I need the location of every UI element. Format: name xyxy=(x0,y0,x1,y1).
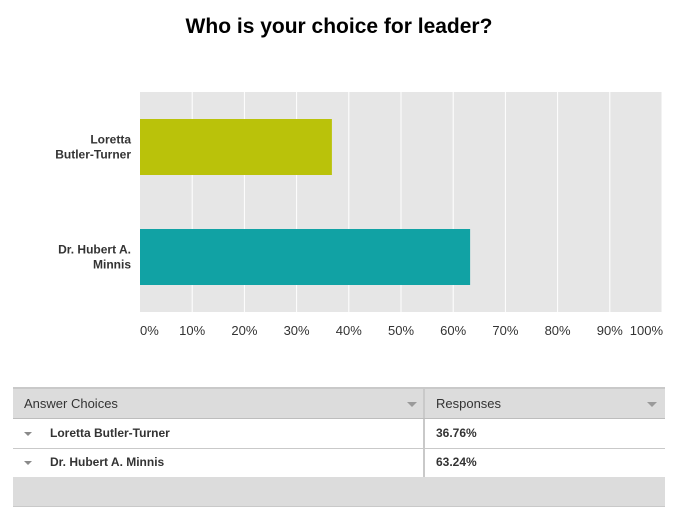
expand-caret-icon[interactable] xyxy=(24,432,32,436)
x-tick-label: 100% xyxy=(630,323,664,338)
column-header-responses[interactable]: Responses xyxy=(425,389,665,418)
answer-choice-label: Loretta Butler-Turner xyxy=(50,426,170,440)
table-row: Loretta Butler-Turner 36.76% xyxy=(13,419,665,449)
category-label: Dr. Hubert A. Minnis xyxy=(58,243,131,272)
table-footer xyxy=(13,477,665,507)
x-tick-label: 30% xyxy=(284,323,310,338)
x-tick-label: 90% xyxy=(597,323,623,338)
chart-title: Who is your choice for leader? xyxy=(185,15,493,38)
table-row: Dr. Hubert A. Minnis 63.24% xyxy=(13,448,665,478)
x-tick-label: 20% xyxy=(231,323,257,338)
answer-choice-cell: Dr. Hubert A. Minnis xyxy=(13,448,425,477)
bar-chart: 0% 10% 20% 30% 40% 50% 60% 70% 80% 90% 100% Loretta… xyxy=(55,92,664,338)
column-header-answer-choices-label: Answer Choices xyxy=(24,396,118,411)
x-tick-label: 10% xyxy=(179,323,205,338)
column-header-answer-choices[interactable]: Answer Choices xyxy=(13,389,425,418)
response-percent: 36.76% xyxy=(436,426,477,440)
answer-choice-cell: Loretta Butler-Turner xyxy=(13,419,425,448)
x-tick-label: 80% xyxy=(545,323,571,338)
bar xyxy=(140,229,471,285)
response-percent: 63.24% xyxy=(436,455,477,469)
expand-caret-icon[interactable] xyxy=(24,461,32,465)
x-tick-label: 70% xyxy=(492,323,518,338)
x-tick-label: 60% xyxy=(440,323,466,338)
bar xyxy=(140,119,332,175)
table-header: Answer Choices Responses xyxy=(13,389,665,419)
answer-choice-label: Dr. Hubert A. Minnis xyxy=(50,455,165,469)
chevron-down-icon[interactable] xyxy=(647,402,657,407)
x-tick-label: 50% xyxy=(388,323,414,338)
x-tick-label: 40% xyxy=(336,323,362,338)
column-header-responses-label: Responses xyxy=(436,396,502,411)
x-tick-label: 0% xyxy=(140,323,159,338)
chevron-down-icon[interactable] xyxy=(407,402,417,407)
category-label: Loretta Butler-Turner xyxy=(55,133,131,162)
results-table: Answer Choices Responses Loretta Butler-… xyxy=(13,387,665,507)
